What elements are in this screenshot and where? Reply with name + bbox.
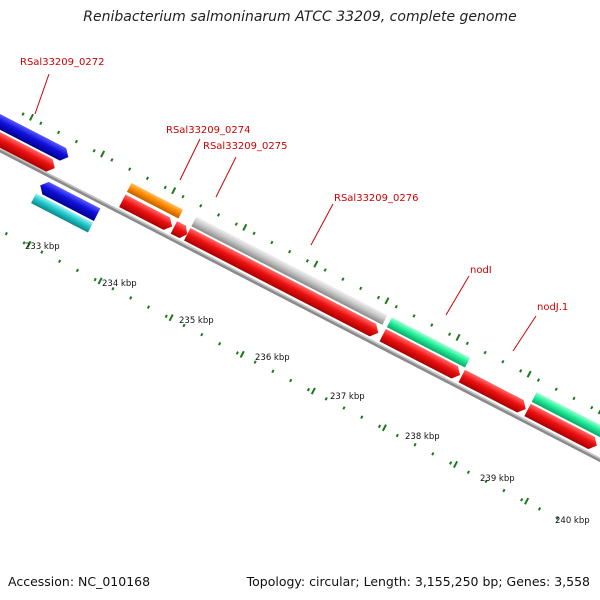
gene-rsal0276[interactable] xyxy=(191,216,388,325)
outer-tick-row xyxy=(21,112,600,415)
gene-label-rsal0275[interactable]: RSal33209_0275 xyxy=(203,141,287,152)
gene-reverse-blue[interactable] xyxy=(37,179,101,221)
kbp-label: 240 kbp xyxy=(555,516,590,526)
gene-nodi[interactable] xyxy=(386,317,471,368)
callout-lines xyxy=(34,73,537,352)
kbp-label: 235 kbp xyxy=(179,316,214,326)
kbp-label: 233 kbp xyxy=(25,242,60,252)
gene-rsal0274[interactable] xyxy=(126,182,184,219)
gene-label-nodj1[interactable]: nodJ.1 xyxy=(537,302,568,313)
kbp-label: 234 kbp xyxy=(102,279,137,289)
gene-next-cds[interactable] xyxy=(458,369,529,415)
kbp-label: 237 kbp xyxy=(330,392,365,402)
gene-nodj1[interactable] xyxy=(531,392,600,439)
gene-label-rsal0276[interactable]: RSal33209_0276 xyxy=(334,193,418,204)
gene-rsal0276-cds[interactable] xyxy=(184,228,381,339)
gene-rsal0272[interactable] xyxy=(0,126,58,175)
genome-summary-text: Topology: circular; Length: 3,155,250 bp… xyxy=(246,574,590,589)
kbp-label: 236 kbp xyxy=(255,353,290,363)
gene-nodi-cds[interactable] xyxy=(379,328,463,381)
gene-reverse-cyan[interactable] xyxy=(31,193,93,233)
gene-label-rsal0274[interactable]: RSal33209_0274 xyxy=(166,125,250,136)
accession-text: Accession: NC_010168 xyxy=(8,574,151,589)
map-title: Renibacterium salmoninarum ATCC 33209, c… xyxy=(83,9,517,25)
kbp-label: 238 kbp xyxy=(405,432,440,442)
gene-rsal0274-cds[interactable] xyxy=(119,194,175,233)
gene-label-nodi[interactable]: nodI xyxy=(470,265,492,276)
gene-rsal0272-outer[interactable] xyxy=(0,112,72,163)
gene-nodj1-cds[interactable] xyxy=(524,403,600,452)
kbp-label: 239 kbp xyxy=(480,474,515,484)
gene-label-rsal0272[interactable]: RSal33209_0272 xyxy=(20,57,104,68)
gene-rsal0275[interactable] xyxy=(170,221,191,240)
inner-tick-row xyxy=(4,231,559,520)
genome-backbone xyxy=(0,139,600,474)
